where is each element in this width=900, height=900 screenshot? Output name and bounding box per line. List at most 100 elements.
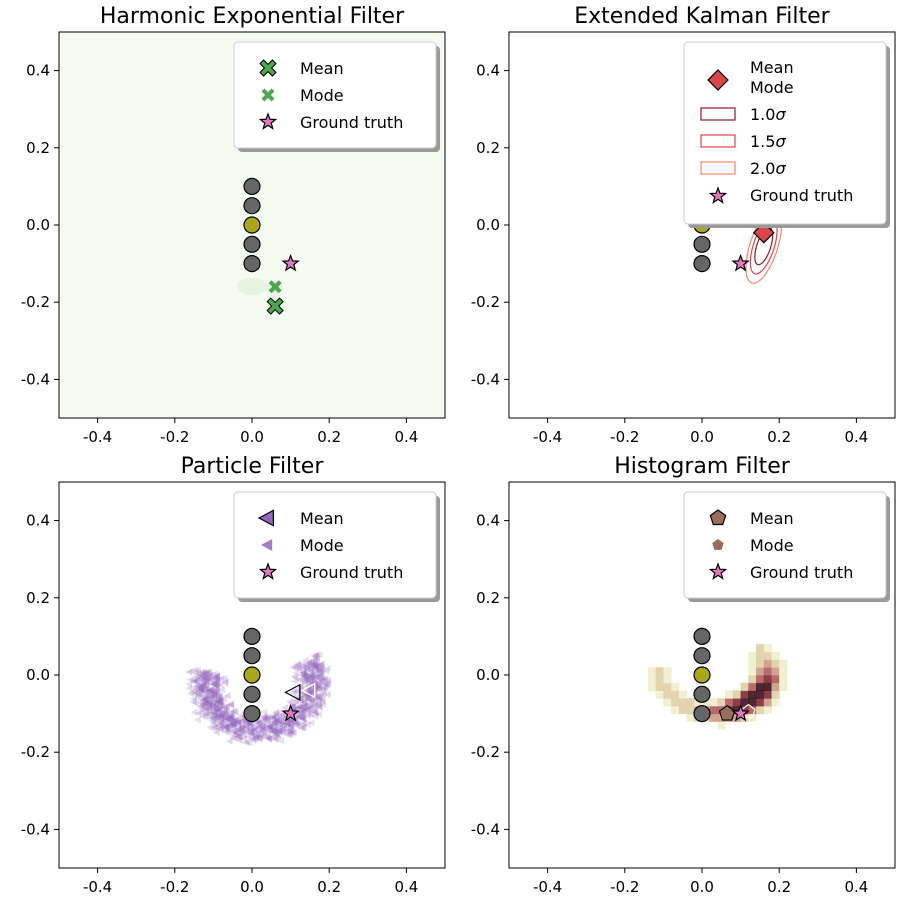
particle [322, 667, 330, 675]
particle [198, 696, 206, 704]
particle [304, 687, 311, 695]
particle [302, 663, 310, 671]
particle [185, 668, 193, 676]
particle [311, 708, 319, 716]
particle [299, 670, 307, 678]
y-tick-label: 0.2 [476, 139, 500, 157]
particle [206, 686, 214, 694]
particle [228, 716, 236, 724]
particle [302, 672, 310, 681]
x-tick-label: -0.2 [160, 878, 189, 896]
particle [213, 675, 221, 683]
particle [197, 681, 205, 689]
particle [241, 739, 249, 747]
particle [230, 719, 238, 727]
particle [312, 671, 319, 679]
particle [316, 683, 323, 691]
particle [229, 727, 237, 735]
particle [297, 709, 305, 717]
particle [234, 717, 241, 725]
particle [295, 703, 303, 711]
particle [202, 668, 210, 676]
particle [307, 695, 315, 704]
particle [313, 673, 321, 681]
particle [219, 712, 227, 720]
particle [209, 703, 216, 711]
particle [224, 727, 232, 736]
particle [283, 731, 291, 739]
particle [314, 701, 322, 709]
particle [215, 721, 223, 730]
particle [203, 683, 210, 692]
particle [309, 662, 317, 670]
particle [202, 696, 210, 704]
particle [209, 714, 217, 722]
particle [211, 725, 218, 733]
particle [215, 697, 223, 705]
particle [230, 719, 237, 727]
y-tick-label: 0.2 [476, 589, 500, 607]
particle [300, 701, 308, 710]
particle [266, 724, 274, 732]
chart-title: Harmonic Exponential Filter [100, 4, 405, 29]
particle [224, 726, 232, 734]
particle [298, 662, 306, 670]
histogram-cell [725, 690, 734, 699]
particle [207, 692, 215, 700]
particle [214, 706, 222, 714]
histogram-cell [732, 698, 742, 707]
particle [197, 673, 205, 681]
particle [296, 676, 304, 684]
particle [223, 715, 231, 723]
particle [310, 681, 318, 690]
particle [312, 684, 320, 693]
particle [247, 727, 255, 735]
histogram-cell [748, 698, 757, 707]
particle [307, 659, 315, 668]
particle [190, 684, 198, 692]
particle [207, 686, 214, 694]
particle [249, 736, 257, 745]
particle [210, 704, 217, 712]
histogram-cell [756, 682, 765, 691]
particle [247, 729, 255, 737]
particle [298, 660, 306, 668]
particle [279, 719, 287, 727]
particle [195, 673, 202, 681]
particle [217, 698, 224, 707]
particle [216, 691, 224, 699]
particle [201, 696, 209, 704]
particle [205, 701, 213, 709]
y-tick-label: -0.2 [21, 743, 50, 761]
particle [309, 697, 316, 705]
particle [294, 713, 301, 721]
particle [237, 726, 245, 735]
particle [225, 713, 233, 721]
particle [307, 658, 314, 666]
y-tick-label: -0.4 [471, 370, 500, 388]
density-blob [236, 278, 268, 296]
y-tick-label: -0.4 [471, 820, 500, 838]
particle [213, 678, 221, 686]
particle [301, 690, 309, 698]
particle [231, 708, 239, 716]
particle [203, 705, 211, 713]
particle [300, 672, 307, 680]
particle [201, 694, 209, 702]
particle [218, 712, 225, 720]
particle [301, 672, 308, 680]
particle [259, 732, 267, 740]
particle [197, 682, 205, 690]
particle [307, 703, 314, 711]
particle [229, 722, 237, 731]
legend-sigma-label: 1.0σ [750, 105, 786, 124]
y-tick-label: 0.0 [26, 666, 50, 684]
particle [197, 685, 205, 694]
particle [210, 711, 218, 719]
histogram-cell [756, 690, 765, 699]
legend-ground-truth-icon [258, 562, 278, 580]
particle [310, 662, 318, 670]
particle [291, 717, 299, 725]
particle [211, 710, 219, 718]
